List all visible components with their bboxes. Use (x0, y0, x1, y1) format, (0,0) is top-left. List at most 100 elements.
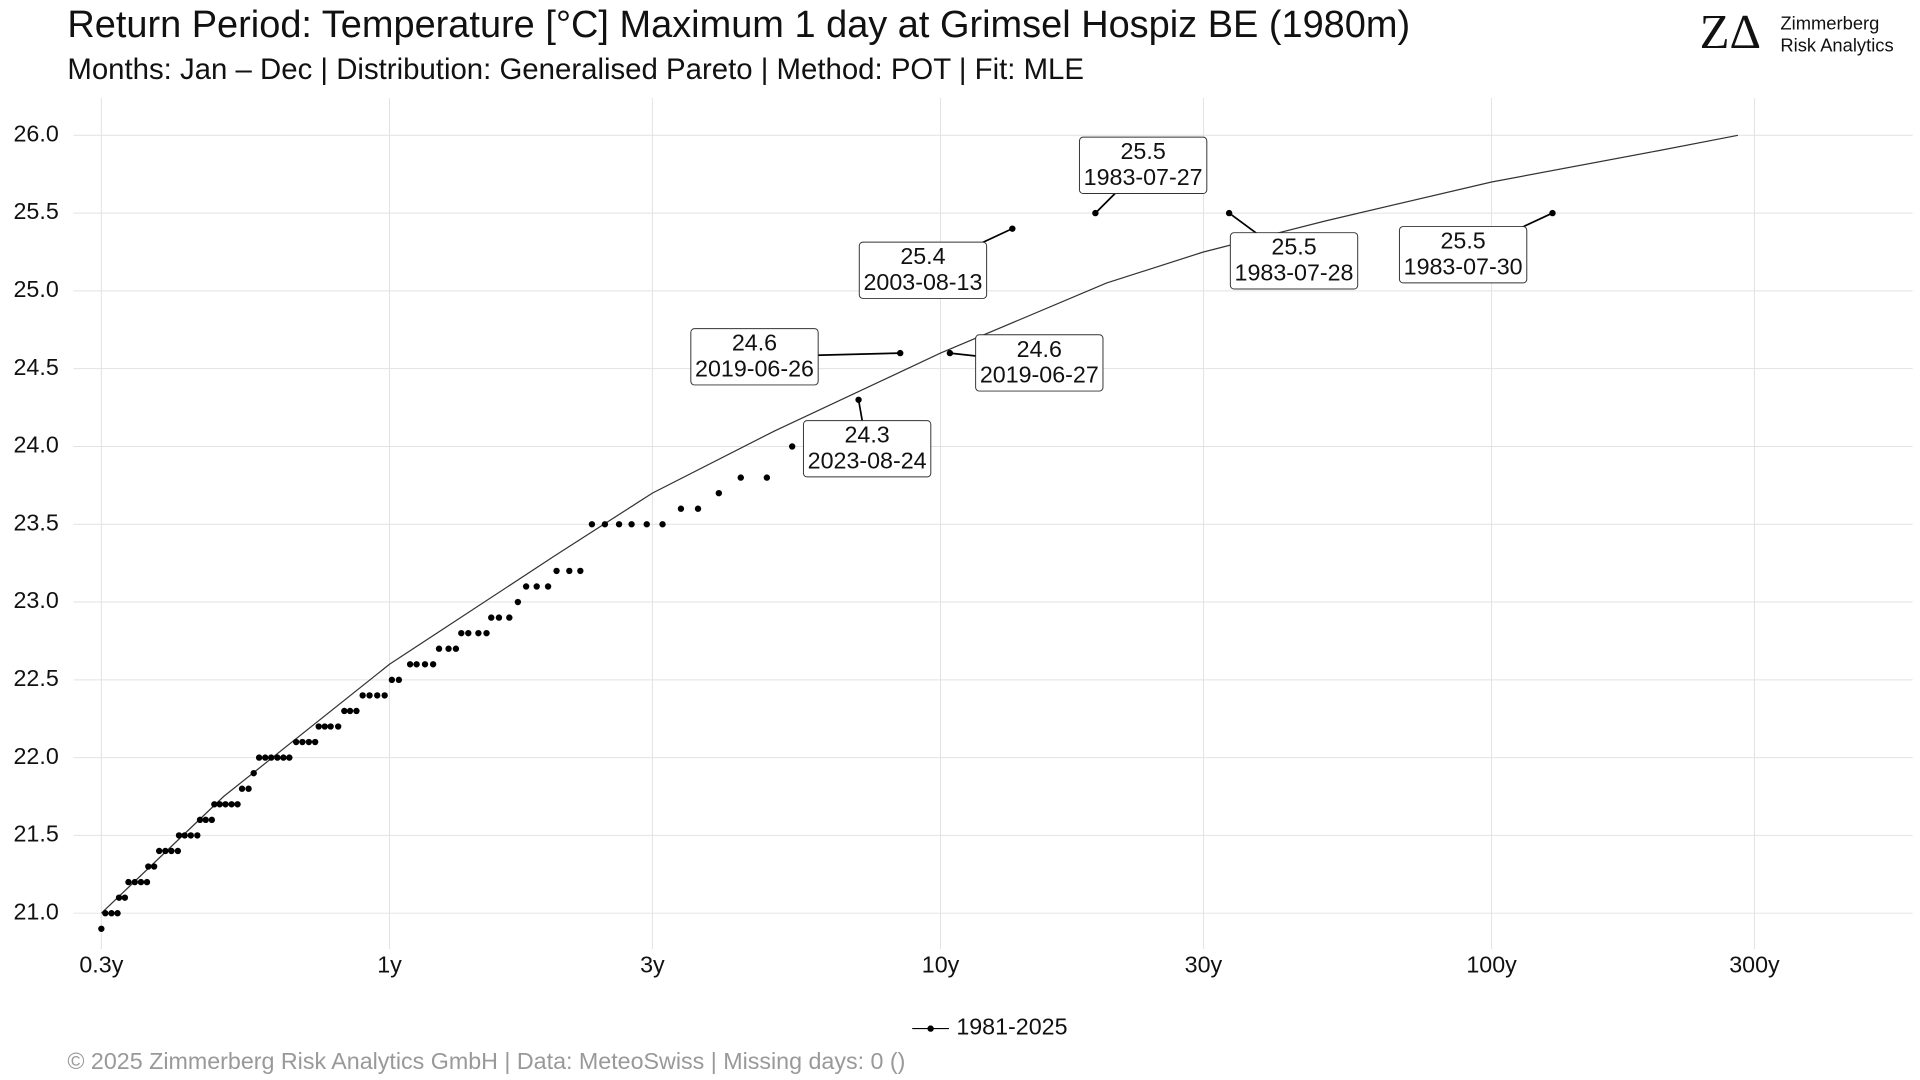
footer: © 2025 Zimmerberg Risk Analytics GmbH | … (67, 1048, 905, 1074)
x-tick-label: 10y (922, 951, 960, 977)
annotation-date: 1983-07-30 (1404, 253, 1523, 279)
point (114, 910, 121, 917)
point (196, 816, 204, 824)
annotation-date: 2023-08-24 (808, 447, 927, 473)
point (334, 723, 342, 730)
x-tick-label: 300y (1729, 951, 1780, 977)
point (181, 832, 188, 839)
point (228, 801, 235, 808)
point (250, 769, 257, 777)
point (413, 661, 420, 668)
legend-label: 1981-2025 (956, 1014, 1067, 1040)
point (381, 692, 388, 699)
point (315, 723, 322, 730)
annotation-value: 25.5 (1271, 234, 1316, 260)
point (421, 661, 429, 668)
point (374, 692, 381, 699)
point (659, 521, 666, 528)
point (286, 754, 293, 761)
annotation-date: 2019-06-26 (695, 355, 814, 381)
point (174, 847, 182, 855)
point (98, 925, 105, 932)
point (553, 567, 560, 575)
point (137, 878, 145, 886)
point (311, 738, 319, 746)
point (588, 521, 596, 528)
point (353, 707, 360, 715)
y-tick-label: 22.5 (14, 665, 59, 691)
annotation-box (975, 334, 1104, 392)
annotation-value: 24.3 (844, 422, 889, 448)
point (150, 863, 158, 870)
point (131, 878, 138, 886)
point (366, 692, 373, 699)
point (202, 816, 209, 824)
point (194, 832, 201, 839)
point (488, 614, 495, 621)
x-tick-label: 0.3y (79, 951, 123, 977)
point (475, 629, 482, 637)
point (125, 878, 132, 886)
point (435, 645, 443, 652)
point (506, 614, 513, 621)
annotation-box (690, 328, 819, 386)
point (483, 629, 490, 637)
annotation-date: 1983-07-28 (1235, 259, 1354, 285)
y-tick-label: 25.5 (14, 198, 59, 224)
point (321, 723, 328, 730)
point (262, 754, 269, 761)
chart-subtitle: Months: Jan – Dec | Distribution: Genera… (67, 53, 1084, 86)
annotation-box (1229, 232, 1359, 290)
point (156, 847, 163, 855)
fit-line (100, 134, 1739, 914)
annotation-value: 24.6 (1017, 336, 1062, 362)
point (162, 847, 169, 855)
point (566, 567, 573, 575)
point (175, 832, 183, 839)
point (168, 847, 175, 855)
point (577, 567, 584, 575)
annotation-date: 2003-08-13 (863, 269, 982, 295)
annotation-box (1398, 226, 1528, 284)
point (245, 785, 252, 792)
y-tick-label: 23.5 (14, 509, 59, 535)
point (274, 754, 281, 761)
point (533, 583, 540, 590)
point (1009, 225, 1016, 232)
point (108, 910, 115, 917)
point (788, 443, 796, 450)
point (327, 723, 334, 730)
point (628, 521, 635, 528)
point (143, 878, 151, 886)
point (305, 738, 313, 746)
point (522, 583, 530, 590)
annotation-box (858, 241, 988, 299)
point (341, 707, 348, 715)
chart-title: Return Period: Temperature [°C] Maximum … (67, 4, 1410, 46)
point (429, 661, 437, 668)
point (238, 785, 246, 792)
point (211, 801, 218, 808)
point (465, 629, 472, 637)
point (458, 629, 465, 637)
y-tick-label: 21.0 (14, 898, 59, 924)
point (445, 645, 452, 652)
point (145, 863, 152, 870)
annotation-box (802, 420, 932, 478)
point (615, 521, 623, 528)
x-tick-label: 100y (1466, 951, 1517, 977)
point (514, 598, 522, 606)
point (677, 505, 685, 512)
x-tick-label: 30y (1185, 951, 1223, 977)
point (121, 894, 129, 901)
point (216, 801, 223, 808)
y-tick-label: 26.0 (14, 120, 59, 146)
point (452, 645, 460, 652)
y-tick-label: 23.0 (14, 587, 59, 613)
